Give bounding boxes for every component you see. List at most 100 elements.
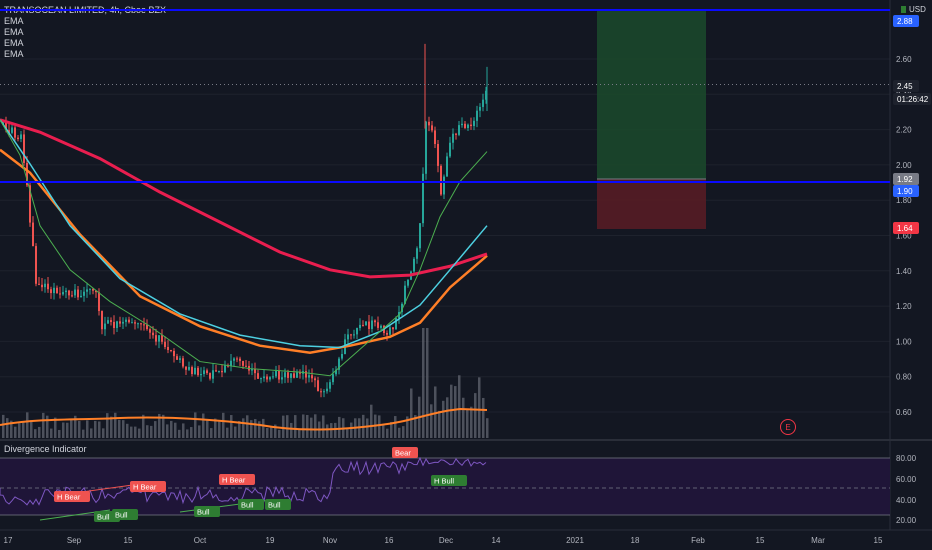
candle-body xyxy=(314,378,316,381)
oscillator-title[interactable]: Divergence Indicator xyxy=(4,444,87,454)
volume-bar xyxy=(346,429,349,438)
volume-bar xyxy=(182,423,185,438)
candle-body xyxy=(134,322,136,324)
candle-body xyxy=(263,376,265,379)
candle-body xyxy=(311,375,313,379)
volume-bar xyxy=(102,428,105,438)
candle-body xyxy=(233,358,235,361)
volume-bar xyxy=(218,421,221,438)
label-bg xyxy=(194,506,220,517)
volume-bar xyxy=(142,414,145,438)
price-tag: 2.88 xyxy=(893,15,919,27)
candle-body xyxy=(29,185,31,223)
candle-body xyxy=(443,176,445,195)
ema-long-line xyxy=(0,118,488,279)
volume-bar xyxy=(66,422,69,438)
indicator-ema-1[interactable]: EMA xyxy=(4,16,24,26)
currency-label: USD xyxy=(901,5,926,14)
volume-bar xyxy=(158,413,161,438)
volume-bar xyxy=(98,421,101,438)
volume-ma-line xyxy=(0,407,488,431)
candle-body xyxy=(20,134,22,139)
time-axis-tick: Sep xyxy=(67,536,82,545)
price-tag-label: 1.64 xyxy=(897,224,913,233)
candle-body xyxy=(470,124,472,127)
volume-bar xyxy=(138,428,141,438)
time-axis-tick: 19 xyxy=(266,536,275,545)
volume-bar xyxy=(406,416,409,438)
candle-body xyxy=(113,321,115,329)
candle-body xyxy=(422,173,424,224)
candle-body xyxy=(194,367,196,375)
volume-bar xyxy=(394,416,397,438)
candle-body xyxy=(98,292,100,312)
volume-bar xyxy=(246,415,249,438)
candle-body xyxy=(68,290,70,296)
volume-bar xyxy=(230,415,233,438)
indicator-ema-2[interactable]: EMA xyxy=(4,27,24,37)
volume-bar xyxy=(462,397,465,438)
candle-body xyxy=(59,293,61,295)
price-axis-tick: 1.80 xyxy=(896,196,912,205)
candle-body xyxy=(146,324,148,330)
candle-body xyxy=(335,369,337,375)
candle-body xyxy=(359,324,361,329)
volume-bar xyxy=(474,393,477,438)
candle-body xyxy=(284,372,286,378)
volume-bar xyxy=(442,400,445,438)
label-text: Bull xyxy=(268,501,281,510)
candle-body xyxy=(299,372,301,374)
volume-bar xyxy=(46,415,49,438)
label-bg xyxy=(130,481,166,492)
volume-bar xyxy=(210,428,213,438)
candle-body xyxy=(140,323,142,325)
candle-body xyxy=(374,320,376,323)
candle-body xyxy=(179,358,181,360)
candle-body xyxy=(188,367,190,370)
candle-body xyxy=(332,374,334,383)
volume-bar xyxy=(294,415,297,438)
time-axis-tick: 18 xyxy=(631,536,640,545)
candle-body xyxy=(353,334,355,336)
volume-bar xyxy=(414,415,417,438)
volume-bar xyxy=(234,426,237,438)
candle-body xyxy=(425,121,427,174)
candle-body xyxy=(446,156,448,177)
volume-bar xyxy=(262,418,265,438)
volume-bar xyxy=(326,424,329,438)
candle-body xyxy=(107,320,109,324)
candle-body xyxy=(347,334,349,340)
volume-bar xyxy=(86,420,89,438)
earnings-marker[interactable]: E xyxy=(780,419,796,435)
time-axis-tick: Feb xyxy=(691,536,705,545)
candle-body xyxy=(110,320,112,322)
volume-bar xyxy=(482,397,485,438)
volume-bar xyxy=(290,422,293,438)
volume-bar xyxy=(70,419,73,438)
candle-body xyxy=(281,377,283,380)
volume-bar xyxy=(94,420,97,438)
time-axis-tick: Nov xyxy=(323,536,337,545)
divergence-label-bull: Bull xyxy=(238,499,264,510)
volume-bar xyxy=(134,426,137,438)
volume-bar xyxy=(410,388,413,438)
candle-body xyxy=(125,319,127,322)
candle-body xyxy=(8,130,10,133)
label-text: Bull xyxy=(97,513,110,522)
indicator-ema-4[interactable]: EMA xyxy=(4,49,24,59)
volume-bar xyxy=(198,425,201,438)
candle-body xyxy=(275,370,277,377)
candle-body xyxy=(437,143,439,166)
volume-bar xyxy=(458,375,461,438)
ema-fast-line xyxy=(0,119,488,377)
candle-body xyxy=(278,370,280,380)
volume-bar xyxy=(166,424,169,438)
indicator-ema-3[interactable]: EMA xyxy=(4,38,24,48)
candle-body xyxy=(242,360,244,366)
candle-body xyxy=(266,376,268,380)
volume-bar xyxy=(254,419,257,438)
candle-body xyxy=(32,222,34,247)
volume-bar xyxy=(270,427,273,438)
volume-bar xyxy=(426,328,429,438)
